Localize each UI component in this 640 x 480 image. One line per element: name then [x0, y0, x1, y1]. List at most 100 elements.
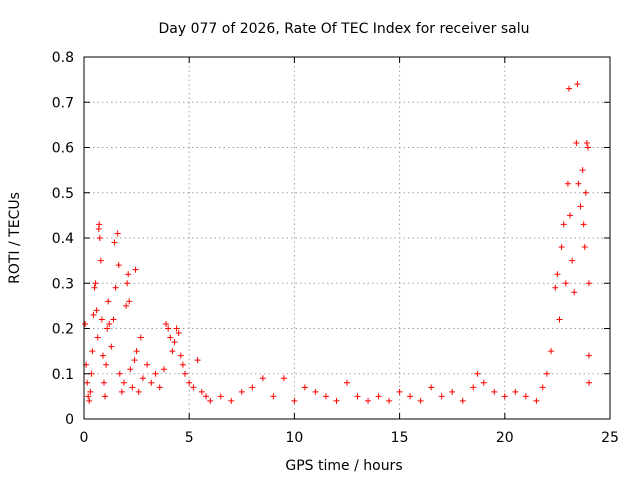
- data-point: [577, 203, 584, 210]
- data-point: [449, 388, 456, 395]
- data-point: [110, 316, 117, 323]
- data-point: [354, 393, 361, 400]
- y-tick-label: 0: [65, 412, 74, 428]
- data-point: [118, 388, 125, 395]
- data-point: [104, 325, 111, 332]
- data-points: [82, 81, 592, 404]
- data-point: [98, 316, 105, 323]
- data-point: [569, 257, 576, 264]
- data-point: [552, 284, 559, 291]
- data-point: [333, 397, 340, 404]
- data-point: [291, 397, 298, 404]
- y-tick-label: 0.4: [52, 231, 74, 247]
- data-point: [89, 348, 96, 355]
- data-point: [106, 320, 113, 327]
- data-point: [112, 284, 119, 291]
- data-point: [175, 330, 182, 337]
- data-point: [190, 384, 197, 391]
- data-point: [438, 393, 445, 400]
- data-point: [165, 325, 172, 332]
- plot-frame: [83, 56, 611, 420]
- data-point: [556, 316, 563, 323]
- data-point: [312, 388, 319, 395]
- data-point: [92, 280, 99, 287]
- data-point: [194, 357, 201, 364]
- data-point: [207, 397, 214, 404]
- y-tick-label: 0.3: [52, 276, 74, 292]
- data-point: [470, 384, 477, 391]
- data-point: [120, 379, 127, 386]
- data-point: [344, 379, 350, 386]
- data-point: [129, 384, 136, 391]
- data-point: [111, 239, 118, 246]
- data-point: [114, 230, 121, 237]
- data-point: [217, 393, 224, 400]
- y-tick-label: 0.2: [52, 322, 74, 338]
- data-point: [417, 397, 424, 404]
- data-point: [548, 348, 555, 355]
- data-point: [148, 379, 155, 386]
- data-point: [203, 393, 210, 400]
- y-tick-label: 0.8: [52, 50, 74, 66]
- data-point: [386, 397, 393, 404]
- data-point: [301, 384, 308, 391]
- data-point: [132, 266, 139, 273]
- x-tick-label: 15: [391, 430, 409, 446]
- data-point: [105, 298, 112, 305]
- data-point: [198, 388, 205, 395]
- data-point: [171, 339, 178, 346]
- data-point: [474, 370, 481, 377]
- data-point: [579, 167, 586, 174]
- data-point: [554, 271, 561, 278]
- data-point: [584, 144, 591, 151]
- data-point: [375, 393, 382, 400]
- data-point: [574, 81, 581, 88]
- y-tick-label: 0.1: [52, 367, 74, 383]
- data-point: [139, 375, 146, 382]
- x-tick-label: 5: [185, 430, 194, 446]
- data-point: [156, 384, 163, 391]
- data-point: [249, 384, 256, 391]
- data-point: [135, 388, 142, 395]
- data-point: [396, 388, 403, 395]
- grid-lines: [84, 57, 610, 419]
- data-point: [84, 379, 91, 386]
- data-point: [533, 397, 540, 404]
- data-point: [270, 393, 277, 400]
- x-tick-label: 25: [601, 430, 619, 446]
- data-point: [491, 388, 498, 395]
- data-point: [137, 334, 144, 341]
- data-point: [280, 375, 287, 382]
- data-point: [115, 262, 122, 269]
- data-point: [144, 361, 151, 368]
- y-tick-label: 0.6: [52, 141, 74, 157]
- data-point: [96, 221, 103, 228]
- data-point: [160, 366, 167, 373]
- data-point: [459, 397, 466, 404]
- data-point: [580, 221, 587, 228]
- x-axis-ticks: 0 5 10 15 20 25: [80, 57, 619, 446]
- data-point: [102, 393, 109, 400]
- data-point: [133, 348, 140, 355]
- data-point: [116, 370, 123, 377]
- data-point: [126, 298, 133, 305]
- data-point: [585, 379, 592, 386]
- x-tick-label: 0: [80, 430, 89, 446]
- data-point: [558, 244, 565, 251]
- data-point: [99, 352, 106, 359]
- data-point: [108, 343, 115, 350]
- data-point: [93, 307, 100, 314]
- data-point: [585, 352, 592, 359]
- data-point: [567, 212, 574, 219]
- data-point: [91, 284, 98, 291]
- data-point: [124, 280, 131, 287]
- data-point: [186, 379, 193, 386]
- data-point: [152, 370, 159, 377]
- data-point: [87, 388, 94, 395]
- data-point: [564, 180, 571, 187]
- data-point: [583, 139, 590, 146]
- data-point: [169, 348, 176, 355]
- data-point: [86, 397, 93, 404]
- data-point: [480, 379, 487, 386]
- data-point: [407, 393, 414, 400]
